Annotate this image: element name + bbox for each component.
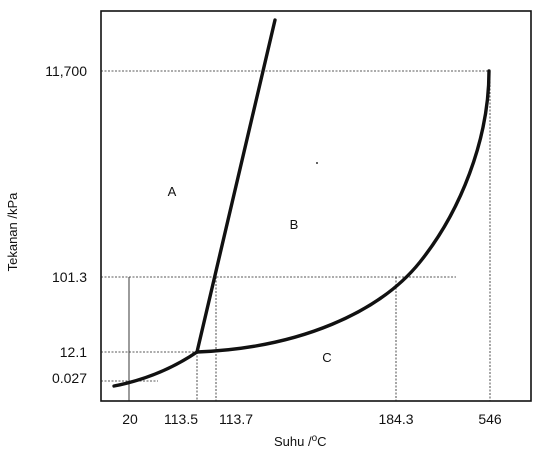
melting-curve [195,18,277,354]
x-axis-title-degree: o [312,433,318,444]
region-label-c: C [322,350,331,365]
x-tick-label: 113.7 [219,411,253,427]
sublimation-curve [112,350,199,388]
y-tick-label: 11,700 [45,63,87,79]
x-tick-label: 20 [122,411,138,427]
vaporization-curve [195,69,491,354]
x-axis-title-unit: C [317,434,326,449]
x-tick-label: 184.3 [378,411,413,427]
y-tick-label: 0.027 [52,370,87,386]
stray-dot [316,162,318,164]
x-tick-label: 546 [478,411,502,427]
y-tick-label: 12.1 [60,344,87,360]
y-axis-title: Tekanan /kPa [5,192,20,272]
y-tick-label: 101.3 [52,269,87,285]
plot-frame [100,10,532,402]
region-label-b: B [290,217,299,232]
x-axis-title: Suhu /oC [274,433,327,449]
x-axis-title-prefix: Suhu / [274,434,312,449]
region-label-a: A [168,184,177,199]
x-tick-label: 113.5 [164,411,198,427]
